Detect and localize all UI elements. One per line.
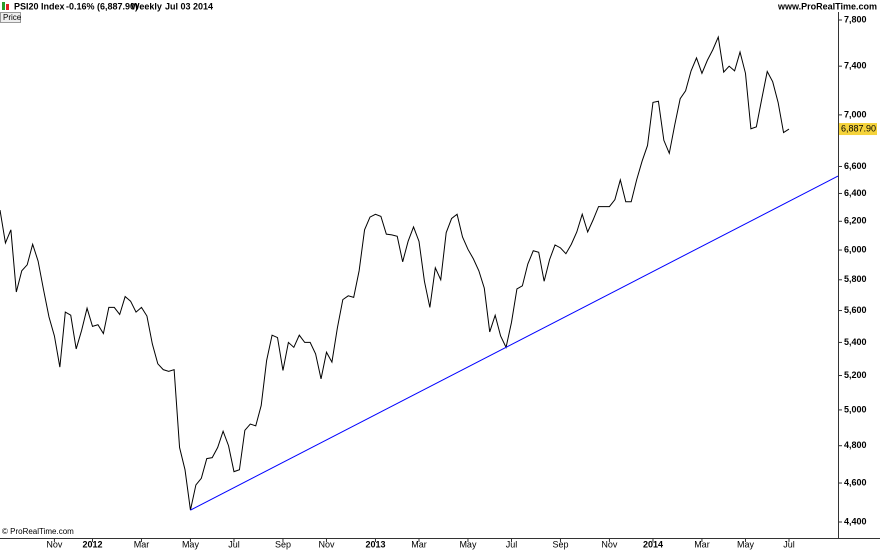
y-tick-label: 7,800 [844,14,867,24]
x-tick-label: Mar [134,539,150,549]
price-line [0,35,790,511]
last-value-box [839,123,877,136]
y-tick-label: 6,200 [844,216,867,226]
panel-label: Price [3,13,22,22]
x-tick-label: Nov [318,539,335,549]
instrument: PSI20 Index [14,1,65,11]
y-tick-label: 5,800 [844,274,867,284]
logo [2,2,5,10]
x-tick-label: Nov [601,539,618,549]
x-tick-label: Sep [275,539,291,549]
date: Jul 03 2014 [165,1,213,11]
x-tick-label: Jul [506,539,518,549]
y-tick-label: 6,600 [844,161,867,171]
x-tick-label: 2013 [365,539,385,549]
period: Weekly [131,1,162,11]
trendline [190,175,839,511]
y-tick-label: 4,400 [844,516,867,526]
x-tick-label: Mar [694,539,710,549]
y-tick-label: 7,000 [844,109,867,119]
y-tick-label: 5,200 [844,370,867,380]
x-tick-label: 2012 [82,539,102,549]
x-tick-label: May [182,539,200,549]
y-tick-label: 4,600 [844,477,867,487]
y-tick-label: 6,000 [844,244,867,254]
y-tick-label: 5,400 [844,337,867,347]
panel-label-box [0,12,21,23]
y-tick-label: 4,800 [844,440,867,450]
x-tick-label: Jul [228,539,240,549]
x-tick-label: May [459,539,477,549]
site: www.ProRealTime.com [777,1,877,11]
x-tick-label: May [737,539,755,549]
x-tick-label: 2014 [643,539,663,549]
x-tick-label: Sep [552,539,568,549]
y-tick-label: 5,000 [844,404,867,414]
last-value-label: 6,887.90 [841,123,876,133]
change: -0.16% (6,887.90) [66,1,138,11]
y-tick-label: 5,600 [844,305,867,315]
x-tick-label: Mar [411,539,427,549]
x-tick-label: Jul [783,539,795,549]
footer: © ProRealTime.com [2,527,74,536]
y-tick-label: 7,400 [844,61,867,71]
logo [6,4,9,10]
y-tick-label: 6,400 [844,188,867,198]
x-tick-label: Nov [46,539,63,549]
